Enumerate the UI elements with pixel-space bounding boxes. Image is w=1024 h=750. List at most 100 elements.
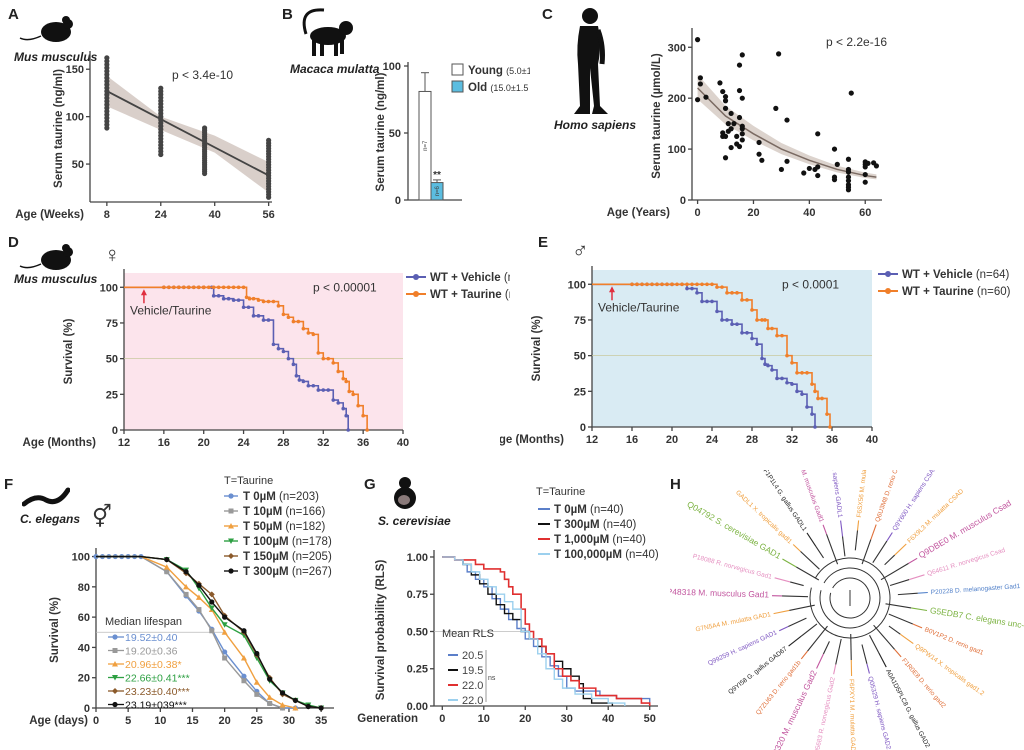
mouse-icon <box>19 16 73 42</box>
data-point <box>728 110 734 117</box>
legend-detail: (15.0±1.5 yrs) <box>490 83 530 93</box>
censor-marker <box>281 349 286 354</box>
censor-marker <box>720 318 724 322</box>
data-marker <box>228 553 234 559</box>
mean-rls-value: 20.5 <box>462 650 483 662</box>
fit-line <box>106 90 270 177</box>
tree-leaf-label: F6SX56 M. mulatta GADL1 <box>856 470 872 518</box>
y-tick-label: 100 <box>100 282 118 294</box>
data-marker <box>241 678 247 684</box>
x-tick-label: 8 <box>104 209 110 221</box>
species-label: Homo sapiens <box>554 118 637 132</box>
data-marker <box>279 701 286 708</box>
tree-leaf-label: B0V1P2 D. rerio gad1 <box>923 626 984 657</box>
legend-marker <box>885 288 891 294</box>
legend-label: WT + Vehicle (n=64) <box>902 269 1010 281</box>
y-tick-label: 100 <box>568 279 586 291</box>
tree-branch <box>815 545 824 559</box>
tree-leaf-label: G5EDB7 C. elegans unc-25 <box>929 605 1024 632</box>
x-tick-label: 20 <box>666 434 678 446</box>
y-tick-label: 0.00 <box>407 701 428 713</box>
data-point <box>806 165 812 172</box>
data-point <box>266 137 272 143</box>
censor-marker <box>750 308 754 312</box>
data-marker <box>209 599 215 605</box>
censor-marker <box>246 305 251 310</box>
data-point <box>862 164 868 170</box>
tree-branch <box>807 625 828 652</box>
data-point <box>845 169 852 175</box>
median-lifespan-value: 23.19±039*** <box>125 700 187 712</box>
data-marker <box>222 614 228 620</box>
panel-g: G S. cerevisiae 0.00 0.25 0.50 0.75 1.00 0 10 2… <box>340 470 670 750</box>
censor-marker <box>820 396 824 401</box>
censor-marker <box>700 299 704 304</box>
tree-leaf-label: P18088 R. norvegicus Gad1 <box>692 553 773 581</box>
legend-marker <box>413 291 419 297</box>
censor-marker <box>645 282 649 287</box>
y-axis-label: Survival (%) <box>49 597 61 663</box>
censor-marker <box>297 378 302 382</box>
median-lifespan-value: 19.52±0.40 <box>125 632 178 644</box>
panel-c: C Homo sapiens 0 100 200 300 0 20 40 60 Age (Yea… <box>530 0 1024 230</box>
y-tick-label: 0.25 <box>407 664 428 676</box>
censor-marker <box>660 282 664 287</box>
data-point <box>815 164 821 170</box>
tree-leaf-branch <box>806 532 817 547</box>
y-tick-label: 80 <box>78 582 90 594</box>
legend-title: T=Taurine <box>224 475 273 487</box>
male-symbol-icon: ♂ <box>572 238 589 263</box>
censor-marker <box>816 396 820 401</box>
tree-internal-arc <box>829 577 871 619</box>
legend-detail: (5.0±1.8 yrs) <box>506 66 530 76</box>
censor-marker <box>316 351 321 355</box>
censor-marker <box>341 376 346 381</box>
y-tick-label: 300 <box>668 42 686 54</box>
x-tick-label: 32 <box>317 437 329 449</box>
legend-label: T 0µM (n=40) <box>554 504 624 516</box>
censor-marker <box>795 370 799 375</box>
censor-marker <box>810 412 814 416</box>
censor-marker <box>763 362 767 366</box>
censor-marker <box>276 304 281 308</box>
data-marker <box>222 649 228 655</box>
y-tick-label: 0.75 <box>407 589 428 601</box>
x-tick-label: 30 <box>283 715 295 727</box>
censor-marker <box>251 314 256 318</box>
censor-marker <box>347 389 351 394</box>
legend-name: T 100,000µM <box>554 549 625 561</box>
x-tick-label: 20 <box>219 715 231 727</box>
data-marker <box>305 703 311 710</box>
censor-marker <box>221 296 226 301</box>
chart-g: 0.00 0.25 0.50 0.75 1.00 0 10 20 30 40 50 Generatio… <box>357 486 659 725</box>
tree-leaf-branch <box>878 652 887 668</box>
arrow-label: Vehicle/Taurine <box>598 300 680 314</box>
censor-marker <box>216 285 221 290</box>
female-symbol-icon: ♀ <box>104 242 121 267</box>
censor-marker <box>181 285 186 290</box>
data-marker <box>208 591 215 598</box>
tree-branch <box>880 562 909 581</box>
tree-leaf-branch <box>870 524 877 540</box>
censor-marker <box>760 356 764 361</box>
tree-branch <box>873 624 895 650</box>
censor-marker <box>690 282 694 287</box>
censor-marker <box>331 398 336 402</box>
data-point <box>831 177 838 183</box>
legend-label: T 150µM (n=205) <box>243 551 332 563</box>
legend-name: T 100µM <box>243 536 292 548</box>
legend-swatch <box>451 63 464 76</box>
tree-leaf-label: Q6ZQY3 H. sapiens GADL1 <box>826 470 843 518</box>
data-point <box>722 105 729 111</box>
censor-marker <box>286 315 291 320</box>
censor-marker <box>735 291 739 295</box>
y-tick-label: 1.00 <box>407 552 428 564</box>
legend-label: T 300µM (n=267) <box>243 566 332 578</box>
tree-leaf-branch <box>912 623 923 629</box>
censor-marker <box>785 353 789 358</box>
data-point <box>801 170 807 176</box>
data-point <box>158 85 164 91</box>
worm-icon <box>22 487 70 507</box>
tree-leaf-branch <box>911 607 928 612</box>
data-marker <box>253 679 260 685</box>
